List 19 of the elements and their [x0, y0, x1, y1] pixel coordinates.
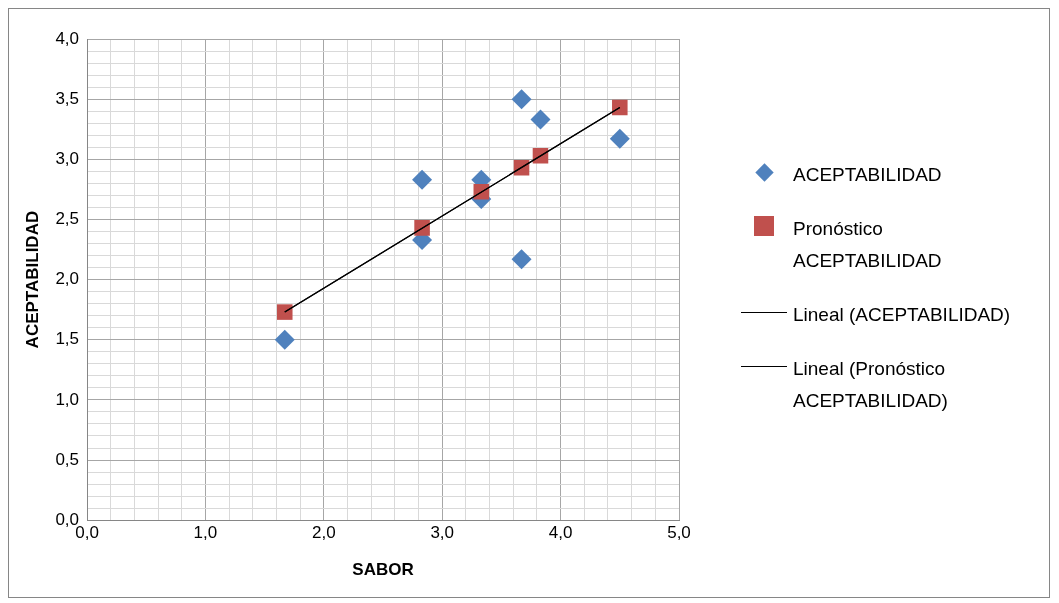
y-tick-label: 1,5 [55, 329, 80, 349]
y-axis-title: ACEPTABILIDAD [22, 210, 42, 349]
x-axis-title: SABOR [352, 560, 414, 580]
x-tick-label: 4,0 [548, 523, 573, 543]
legend-label: Lineal (ACEPTABILIDAD) [793, 303, 1011, 327]
x-tick-label: 5,0 [667, 523, 691, 543]
y-tick-label: 3,5 [55, 88, 80, 108]
y-tick-label: 1,0 [55, 389, 80, 409]
legend-label: ACEPTABILIDAD [793, 163, 942, 187]
x-tick-label: 2,0 [312, 523, 336, 543]
y-tick-label: 3,0 [55, 148, 80, 168]
y-tick-label: 2,5 [55, 209, 80, 229]
legend-label: Lineal (Pronóstico ACEPTABILIDAD) [793, 357, 949, 413]
y-tick-label: 4,0 [55, 28, 80, 48]
legend-label: Pronóstico ACEPTABILIDAD [793, 217, 943, 273]
x-tick-label: 3,0 [430, 523, 455, 543]
y-tick-label: 2,0 [55, 269, 80, 289]
y-tick-label: 0,5 [55, 449, 80, 469]
x-tick-label: 1,0 [193, 523, 218, 543]
